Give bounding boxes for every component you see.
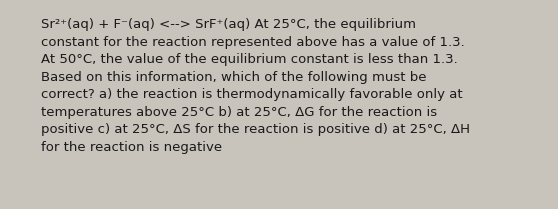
Text: Sr²⁺(aq) + F⁻(aq) <--> SrF⁺(aq) At 25°C, the equilibrium
constant for the reacti: Sr²⁺(aq) + F⁻(aq) <--> SrF⁺(aq) At 25°C,… xyxy=(41,18,470,154)
